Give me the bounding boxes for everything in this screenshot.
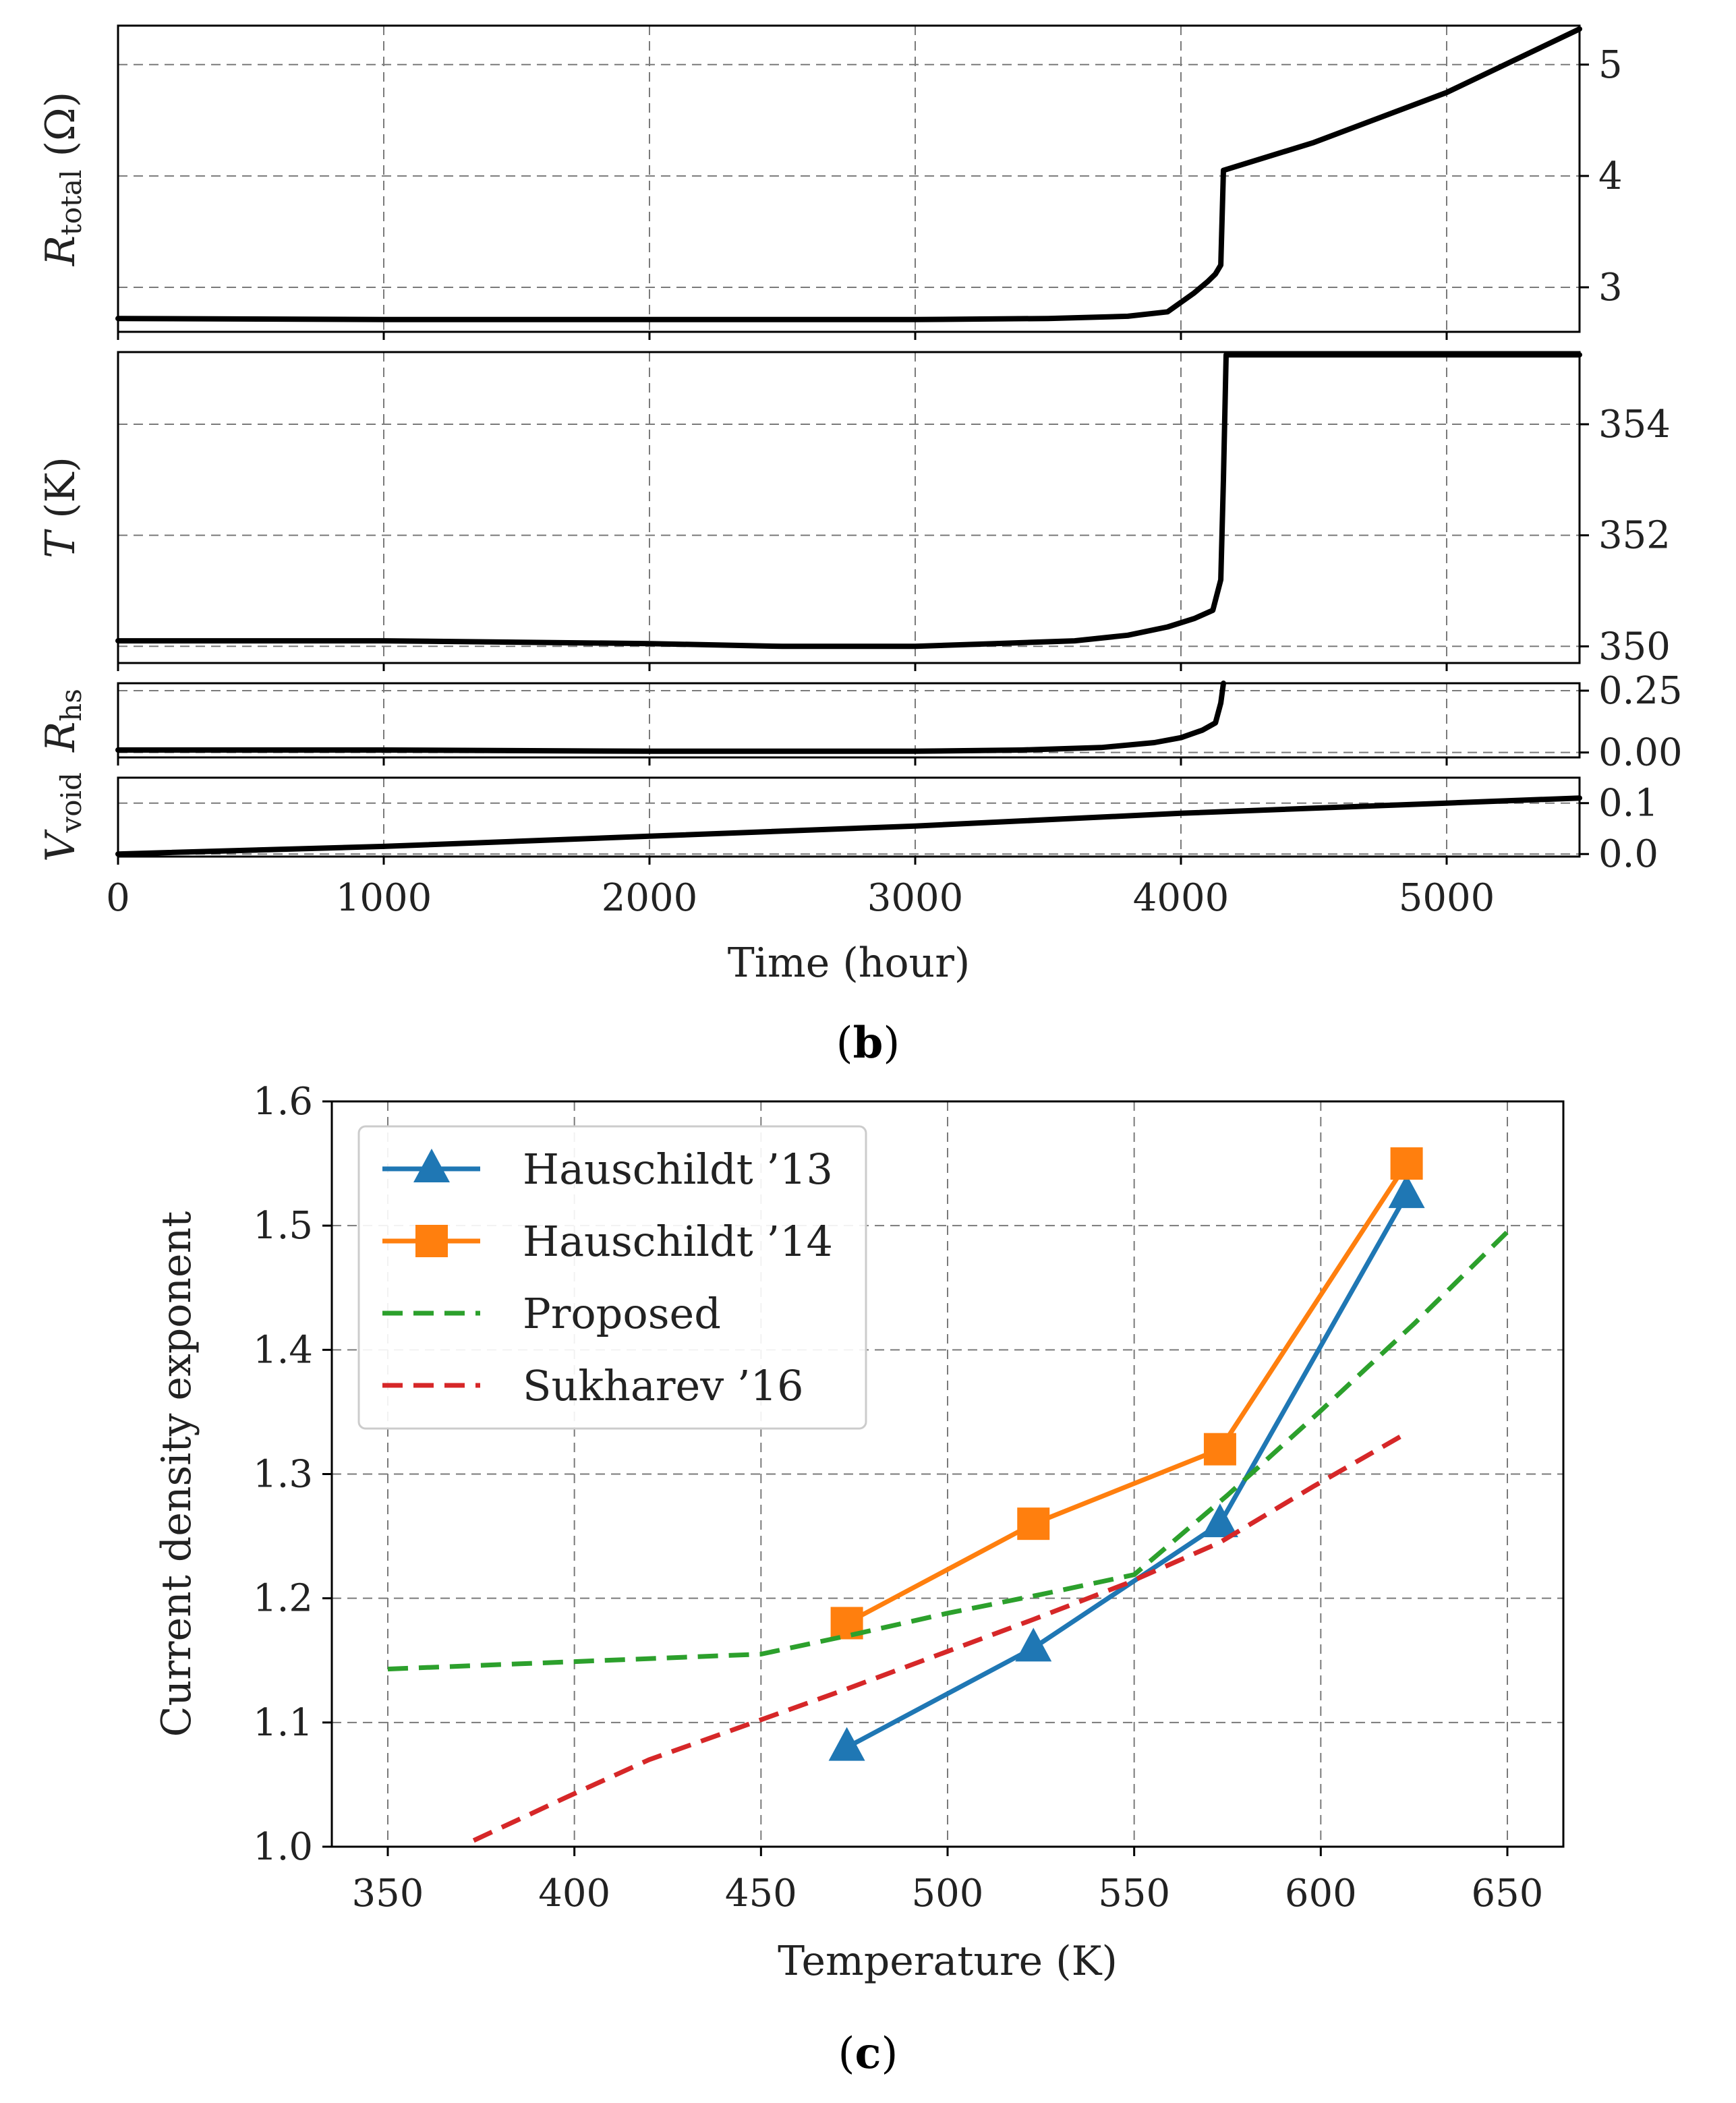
- y-axis-label: Rtotal (Ω): [37, 92, 88, 266]
- y-tick-label: 0.00: [1598, 731, 1683, 775]
- y-tick-label: 350: [1598, 625, 1671, 668]
- legend-label: Sukharev ’16: [523, 1361, 804, 1410]
- y-tick-label: 354: [1598, 403, 1671, 446]
- x-tick-label: 3000: [867, 876, 964, 920]
- data-point-hauschildt-13: [1015, 1627, 1052, 1662]
- legend-box: [357, 1125, 867, 1430]
- legend: Hauschildt ’13 Hauschildt ’14 Proposed Sukh…: [357, 1125, 867, 1430]
- data-point-hauschildt-14: [1203, 1433, 1236, 1466]
- y-axis-label-unit: (K): [37, 457, 84, 531]
- series-proposed: [387, 1230, 1509, 1672]
- x-tick-label: 4000: [1133, 876, 1229, 920]
- y-axis-label: Rhs: [37, 689, 88, 753]
- data-point-hauschildt-14: [1017, 1507, 1050, 1540]
- axes-frame: [330, 1100, 1565, 1848]
- y-tick-label: 5: [1598, 43, 1623, 87]
- caption-c-letter: c: [855, 2028, 881, 2079]
- panel-t: 350 352 354 T (K): [37, 351, 1671, 671]
- series-r-hs: [115, 681, 1226, 754]
- x-tick-label: 600: [1285, 1872, 1357, 1915]
- axes-frame: [117, 24, 1581, 333]
- x-tick-label: 450: [725, 1872, 797, 1915]
- x-tick-label: 5000: [1399, 876, 1495, 920]
- y-axis-label: T (K): [37, 457, 84, 558]
- y-tick-label: 1.5: [253, 1204, 313, 1248]
- y-tick-label: 1.6: [253, 1080, 313, 1124]
- data-point-hauschildt-13: [1201, 1503, 1238, 1538]
- legend-item-hauschildt-13: Hauschildt ’13: [382, 1145, 833, 1194]
- series-line-sukharev-16: [472, 1431, 1408, 1843]
- legend-item-hauschildt-14: Hauschildt ’14: [382, 1217, 833, 1266]
- series-line-proposed: [387, 1230, 1509, 1672]
- series-sukharev-16: [472, 1431, 1408, 1843]
- y-axis-label-symbol: T: [37, 529, 84, 558]
- data-point-hauschildt-13: [1388, 1174, 1425, 1209]
- x-tick-label: 650: [1472, 1872, 1544, 1915]
- panel-r-total: 3 4 5 Rtotal (Ω): [37, 24, 1623, 340]
- x-tick-label: 400: [538, 1872, 610, 1915]
- y-axis-label: Vvoid: [37, 772, 88, 862]
- series-line-hauschildt-13: [845, 1193, 1409, 1750]
- y-axis-label-unit: (Ω): [37, 92, 84, 170]
- y-tick-label: 1.3: [253, 1453, 313, 1497]
- caption-b-letter: b: [853, 1018, 884, 1068]
- series-t: [115, 352, 1582, 650]
- y-axis-label-symbol: R: [37, 235, 84, 266]
- legend-label: Proposed: [523, 1289, 721, 1338]
- caption-b: (b): [836, 1018, 900, 1068]
- y-axis-label-symbol: V: [37, 829, 84, 862]
- x-tick-label: 2000: [602, 876, 698, 920]
- legend-marker: [413, 1149, 450, 1182]
- axes-frame: [117, 776, 1581, 858]
- y-tick-label: 0.25: [1598, 669, 1683, 713]
- axes-frame: [117, 351, 1581, 664]
- axes-frame: [117, 682, 1581, 759]
- panel-v-void: 0.0 0.1 Vvoid: [37, 772, 1658, 876]
- y-axis-label-subscript: total: [55, 169, 88, 235]
- y-tick-label: 0.0: [1598, 832, 1658, 876]
- series-hauschildt-14: [830, 1147, 1423, 1640]
- data-point-hauschildt-13: [828, 1727, 865, 1761]
- legend-item-proposed: Proposed: [382, 1289, 721, 1338]
- x-tick-label: 350: [352, 1872, 424, 1915]
- y-tick-label: 3: [1598, 266, 1623, 310]
- y-tick-label: 1.1: [253, 1701, 313, 1745]
- y-axis-label-symbol: R: [37, 722, 84, 753]
- y-tick-label: 1.2: [253, 1577, 313, 1621]
- y-axis-label-subscript: void: [55, 772, 88, 833]
- y-tick-label: 4: [1598, 154, 1623, 198]
- caption-c: (c): [838, 2028, 898, 2079]
- y-axis-label: Current density exponent: [153, 1211, 200, 1737]
- x-axis-label: Time (hour): [728, 940, 971, 987]
- y-tick-label: 0.1: [1598, 782, 1658, 826]
- data-point-hauschildt-14: [1390, 1147, 1423, 1180]
- panel-r-hs: 0.00 0.25 Rhs: [37, 669, 1683, 775]
- y-axis-label-subscript: hs: [55, 689, 88, 722]
- series-v-void: [115, 795, 1582, 857]
- legend-label: Hauschildt ’14: [523, 1217, 833, 1266]
- x-tick-label: 1000: [336, 876, 432, 920]
- y-tick-label: 352: [1598, 514, 1671, 558]
- legend-label: Hauschildt ’13: [523, 1145, 833, 1194]
- y-tick-label: 1.0: [253, 1825, 313, 1869]
- y-tick-label: 1.4: [253, 1328, 313, 1372]
- x-tick-label: 0: [106, 876, 130, 920]
- legend-item-sukharev-16: Sukharev ’16: [382, 1361, 804, 1410]
- series-hauschildt-13: [828, 1174, 1425, 1761]
- x-tick-label: 550: [1098, 1872, 1170, 1915]
- x-axis-label: Temperature (K): [778, 1938, 1118, 1985]
- legend-marker: [415, 1225, 448, 1257]
- x-tick-label: 500: [912, 1872, 984, 1915]
- series-line-hauschildt-14: [845, 1162, 1409, 1625]
- chart-c: 350 400 450 500 550 600 650 1.0 1.1 1.2 1.3 1.4 1.5 1…: [153, 1080, 1565, 1985]
- series-r-total: [115, 26, 1582, 322]
